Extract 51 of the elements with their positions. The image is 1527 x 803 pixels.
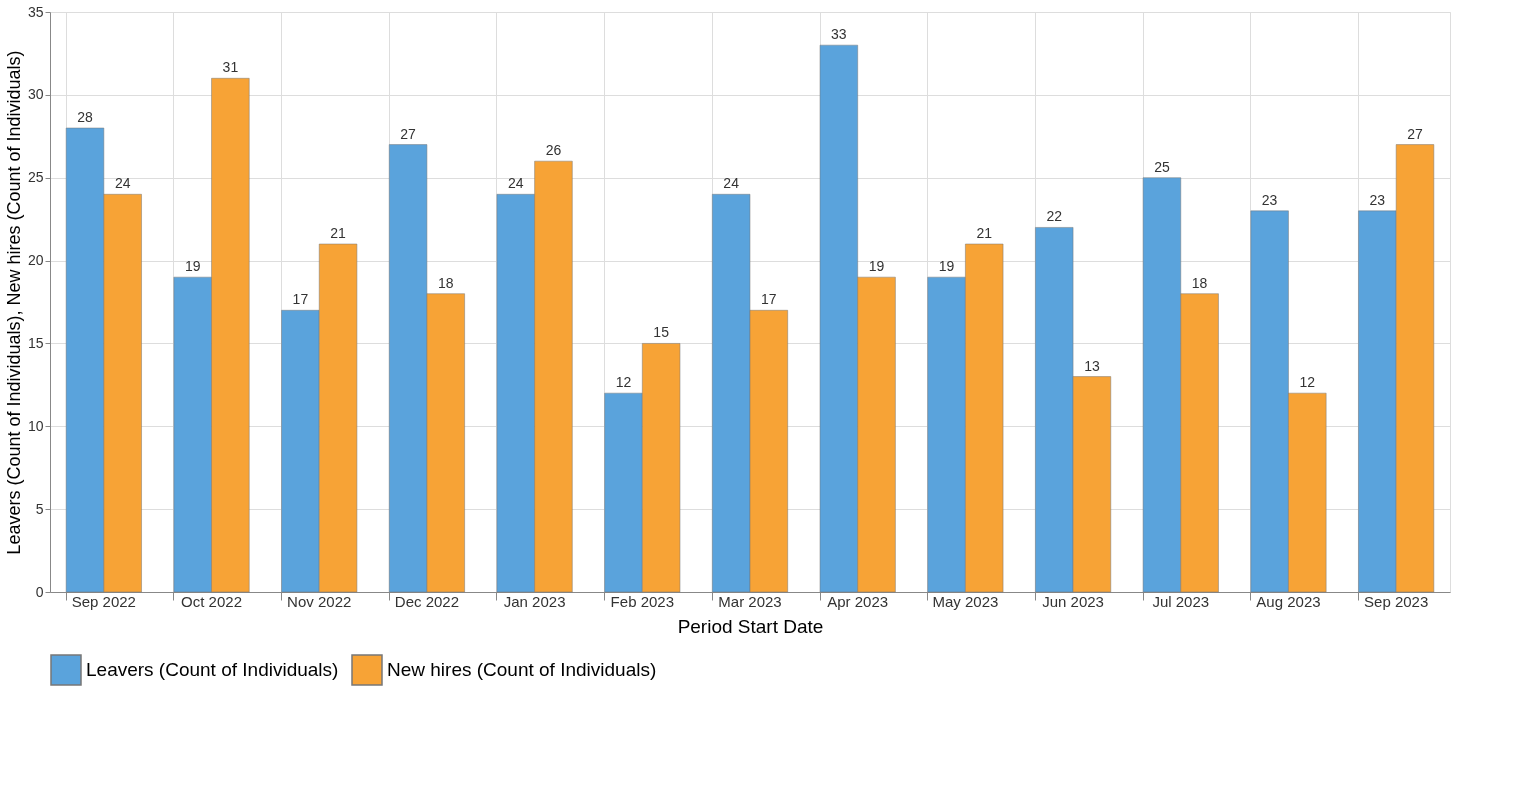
x-tick-label: Jul 2023 — [1152, 592, 1210, 610]
legend-label: Leavers (Count of Individuals) — [86, 659, 339, 680]
y-tick-label: 35 — [27, 3, 44, 20]
data-label: 28 — [77, 109, 93, 125]
x-tick-label: Jan 2023 — [503, 592, 566, 610]
data-label: 27 — [400, 125, 417, 142]
y-tick-label: 5 — [35, 500, 44, 517]
legend-label: New hires (Count of Individuals) — [387, 659, 657, 680]
y-tick-label: 15 — [27, 334, 44, 351]
data-label: 22 — [1046, 208, 1063, 225]
data-label: 19 — [868, 258, 885, 275]
x-tick-label: Feb 2023 — [610, 592, 674, 610]
y-axis-title: Leavers (Count of Individuals), New hires (Count of Individuals) — [3, 50, 24, 555]
y-tick-label: 0 — [35, 583, 44, 600]
x-tick-label: Sep 2022 — [71, 592, 136, 610]
x-tick-label: Dec 2022 — [394, 592, 460, 610]
data-label: 25 — [1154, 158, 1170, 175]
data-label: 27 — [1407, 125, 1423, 142]
x-tick-label: May 2023 — [932, 592, 999, 610]
data-label: 31 — [222, 59, 239, 76]
data-label: 21 — [330, 225, 347, 241]
data-label: 26 — [545, 142, 562, 159]
data-label: 33 — [831, 26, 847, 43]
x-tick-label: Oct 2022 — [181, 592, 242, 610]
data-label: 24 — [723, 175, 740, 192]
data-label: 19 — [938, 258, 955, 275]
data-label: 21 — [976, 225, 993, 241]
data-label: 18 — [1191, 274, 1208, 291]
data-label: 19 — [184, 258, 201, 275]
data-label: 12 — [615, 374, 632, 391]
y-tick-label: 10 — [27, 417, 44, 434]
x-tick-label: Sep 2023 — [1364, 592, 1429, 610]
x-axis-title: Period Start Date — [677, 615, 824, 637]
data-label: 12 — [1299, 374, 1316, 391]
y-tick-label: 30 — [27, 86, 44, 103]
y-tick-label: 20 — [27, 252, 44, 269]
data-label: 17 — [761, 291, 777, 308]
data-label: 13 — [1084, 357, 1100, 374]
data-label: 17 — [292, 291, 309, 308]
y-tick-label: 25 — [27, 169, 44, 186]
data-label: 23 — [1261, 191, 1278, 208]
x-tick-label: Mar 2023 — [718, 592, 782, 610]
x-tick-label: Nov 2022 — [287, 592, 352, 610]
x-tick-label: Aug 2023 — [1256, 592, 1321, 610]
data-label: 18 — [437, 274, 454, 291]
data-label: 23 — [1369, 191, 1386, 208]
x-tick-label: Jun 2023 — [1042, 592, 1104, 610]
x-tick-label: Apr 2023 — [827, 592, 889, 610]
data-label: 24 — [114, 175, 131, 192]
data-label: 24 — [507, 175, 524, 192]
data-label: 15 — [653, 324, 670, 341]
